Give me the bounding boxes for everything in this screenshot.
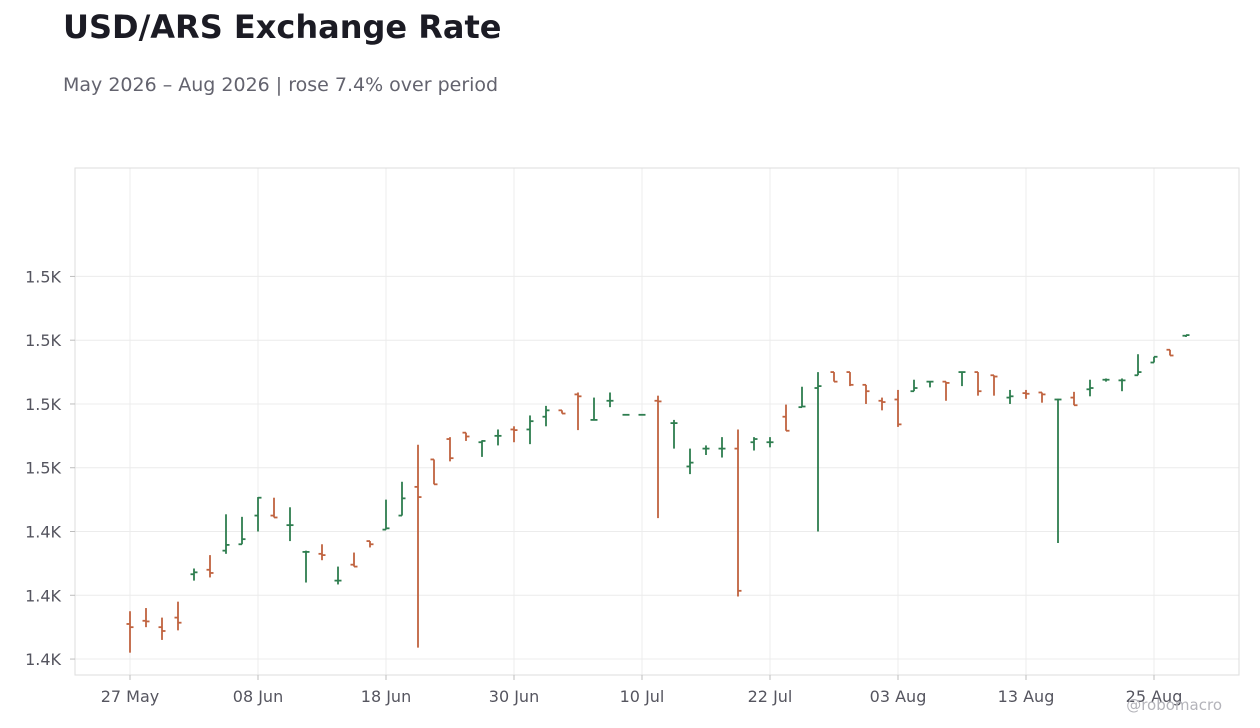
- ohlc-bar: [558, 409, 566, 415]
- ohlc-bar: [494, 429, 502, 446]
- ohlc-bar: [238, 516, 246, 546]
- ohlc-bar: [206, 555, 214, 578]
- y-tick-label: 1.4K: [25, 650, 61, 669]
- ohlc-bar: [350, 552, 358, 568]
- x-tick-label: 03 Aug: [870, 687, 927, 706]
- ohlc-bar: [958, 371, 966, 387]
- ohlc-bar: [878, 397, 886, 411]
- y-tick-label: 1.5K: [25, 331, 61, 350]
- ohlc-bar: [1102, 378, 1110, 382]
- ohlc-bar: [606, 392, 614, 408]
- ohlc-bar: [590, 397, 598, 421]
- watermark: @robomacro: [1126, 696, 1222, 714]
- ohlc-bar: [862, 383, 870, 404]
- ohlc-bar: [430, 458, 438, 486]
- ohlc-bar: [798, 386, 806, 409]
- ohlc-bar: [654, 395, 662, 519]
- ohlc-bar: [974, 371, 982, 396]
- y-tick-label: 1.5K: [25, 459, 61, 478]
- x-axis: 27 May 08 Jun 18 Jun 30 Jun 10 Jul 22 Jul 03 A…: [101, 675, 1183, 706]
- x-tick-label: 08 Jun: [233, 687, 283, 706]
- ohlc-bar: [846, 371, 854, 387]
- ohlc-bar: [446, 437, 454, 462]
- ohlc-bar: [702, 445, 710, 455]
- ohlc-bar: [990, 374, 998, 396]
- chart-subtitle: May 2026 – Aug 2026 | rose 7.4% over per…: [63, 74, 499, 96]
- ohlc-bar: [622, 413, 630, 416]
- x-tick-label: 18 Jun: [361, 687, 411, 706]
- ohlc-bar: [1182, 334, 1190, 337]
- ohlc-bar: [270, 497, 278, 519]
- x-tick-label: 22 Jul: [748, 687, 793, 706]
- ohlc-bar: [286, 507, 294, 542]
- ohlc-bar: [686, 448, 694, 475]
- ohlc-bar: [222, 514, 230, 554]
- y-axis: 1.4K 1.4K 1.4K 1.5K 1.5K 1.5K 1.5K: [25, 267, 75, 669]
- chart-title: USD/ARS Exchange Rate: [63, 8, 502, 46]
- ohlc-bar: [1150, 355, 1158, 364]
- x-tick-label: 13 Aug: [998, 687, 1055, 706]
- ohlc-bar: [894, 389, 902, 427]
- x-tick-label: 25 Aug: [1126, 687, 1183, 706]
- ohlc-bar: [398, 481, 406, 517]
- ohlc-bar: [1134, 354, 1142, 377]
- ohlc-bar: [478, 440, 486, 457]
- ohlc-bar: [158, 617, 166, 640]
- ohlc-bar: [126, 611, 134, 653]
- ohlc-bar: [718, 437, 726, 458]
- ohlc-bar: [766, 437, 774, 448]
- ohlc-bar: [574, 392, 582, 431]
- ohlc-bar: [414, 444, 422, 648]
- ohlc-bar: [382, 499, 390, 531]
- ohlc-bar: [1054, 398, 1062, 543]
- ohlc-bar: [750, 437, 758, 451]
- ohlc-bar: [334, 566, 342, 585]
- ohlc-bar: [1006, 389, 1014, 404]
- ohlc-bar: [734, 429, 742, 597]
- ohlc-bar: [1070, 391, 1078, 407]
- ohlc-bar: [670, 419, 678, 449]
- x-tick-label: 27 May: [101, 687, 160, 706]
- ohlc-bar: [1118, 378, 1126, 392]
- ohlc-bar: [814, 372, 822, 532]
- ohlc-bars: [126, 334, 1190, 653]
- y-tick-label: 1.4K: [25, 586, 61, 605]
- y-tick-label: 1.5K: [25, 267, 61, 286]
- ohlc-bar: [526, 415, 534, 445]
- ohlc-bar: [510, 426, 518, 443]
- ohlc-bar: [142, 608, 150, 628]
- ohlc-bar: [1022, 389, 1030, 399]
- ohlc-bar: [1166, 348, 1174, 357]
- ohlc-bar: [1086, 379, 1094, 397]
- grid-layer: [75, 168, 1239, 675]
- ohlc-bar: [542, 405, 550, 427]
- ohlc-bar: [254, 496, 262, 532]
- ohlc-bar: [174, 601, 182, 631]
- ohlc-bar: [782, 404, 790, 432]
- ohlc-bar: [910, 379, 918, 393]
- ohlc-bar: [190, 568, 198, 581]
- ohlc-bar: [318, 544, 326, 561]
- ohlc-bar: [638, 413, 646, 416]
- x-tick-label: 30 Jun: [489, 687, 539, 706]
- y-tick-label: 1.5K: [25, 395, 61, 414]
- ohlc-bar: [302, 550, 310, 583]
- ohlc-bar: [1038, 391, 1046, 403]
- ohlc-bar: [366, 540, 374, 548]
- ohlc-bar: [462, 431, 470, 441]
- x-tick-label: 10 Jul: [620, 687, 665, 706]
- ohlc-bar: [942, 380, 950, 401]
- plot-frame: [74, 167, 1240, 676]
- ohlc-bar: [830, 371, 838, 383]
- y-tick-label: 1.4K: [25, 523, 61, 542]
- ohlc-bar: [926, 380, 934, 388]
